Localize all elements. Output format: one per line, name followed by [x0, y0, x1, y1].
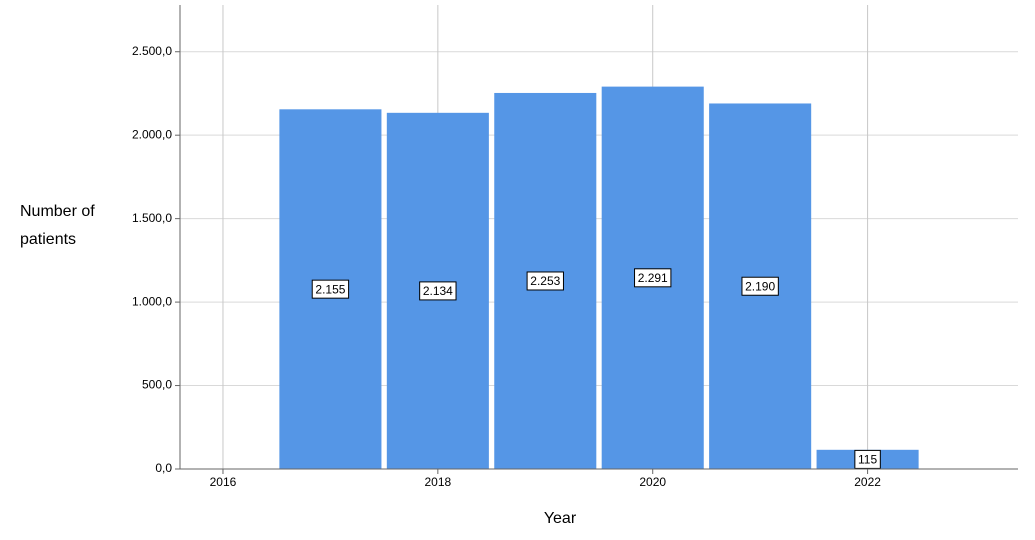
- value-label-box: [419, 281, 457, 301]
- x-axis-label: Year: [544, 510, 577, 527]
- value-label-box: [311, 279, 350, 299]
- value-label-box: [526, 271, 564, 291]
- y-tick-label: 1.000,0: [132, 294, 172, 308]
- x-tick-label: 2022: [854, 475, 881, 489]
- x-tick-label: 2016: [210, 475, 237, 489]
- y-tick-label: 1.500,0: [132, 211, 172, 225]
- value-label-box: [634, 268, 672, 288]
- value-label-box: [854, 449, 881, 469]
- value-label: 2.134: [423, 284, 453, 298]
- value-label: 2.291: [638, 271, 668, 285]
- x-tick-label: 2018: [424, 475, 451, 489]
- y-tick-label: 2.000,0: [132, 127, 172, 141]
- y-tick-label: 500,0: [142, 378, 172, 392]
- value-label: 2.155: [315, 282, 345, 296]
- y-tick-label: 2.500,0: [132, 44, 172, 58]
- value-label: 115: [858, 453, 877, 467]
- value-label: 2.253: [530, 274, 560, 288]
- value-label-box: [741, 276, 779, 296]
- y-axis-label: Number of patients: [20, 203, 95, 248]
- y-tick-label: 0,0: [155, 461, 172, 475]
- x-tick-label: 2020: [639, 475, 666, 489]
- value-label: 2.190: [745, 279, 775, 293]
